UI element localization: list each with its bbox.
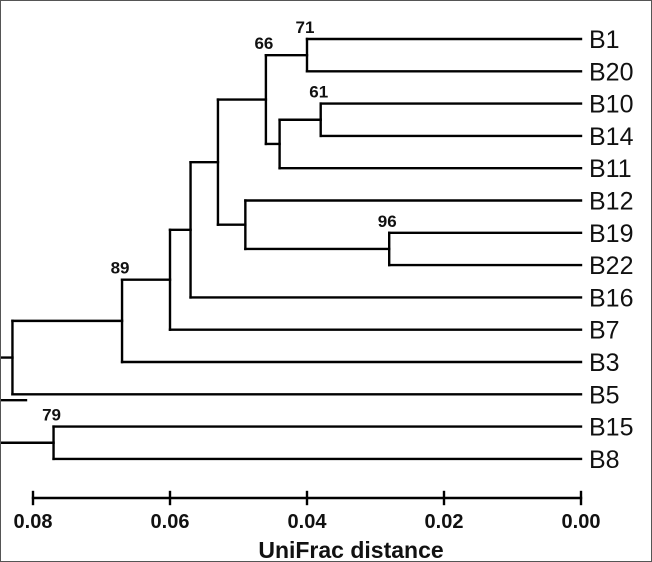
axis-title: UniFrac distance	[258, 537, 443, 561]
bootstrap-labels: 71 61 66 96 89 79	[42, 18, 397, 425]
leaf-label-B14: B14	[589, 123, 634, 151]
tick-label: 0.08	[14, 511, 53, 533]
leaf-label-B22: B22	[589, 252, 633, 280]
tick-label: 0.06	[151, 511, 190, 533]
tick-label: 0.04	[288, 511, 328, 533]
leaf-label-B3: B3	[589, 349, 620, 377]
bootstrap-value-n61: 61	[309, 83, 328, 102]
leaf-label-B11: B11	[589, 155, 632, 183]
leaf-label-B8: B8	[589, 446, 620, 474]
leaf-label-B7: B7	[589, 317, 620, 345]
leaf-label-B15: B15	[589, 414, 633, 442]
leaf-labels: B1 B20 B10 B14 B11 B12 B19 B22 B16 B7 B3 B5 B15 B8	[589, 26, 634, 474]
leaf-label-B16: B16	[589, 284, 633, 312]
tree-branches	[1, 37, 583, 461]
tick-label: 0.00	[562, 511, 601, 533]
leaf-label-B12: B12	[589, 188, 633, 216]
leaf-label-B20: B20	[589, 58, 633, 86]
leaf-label-B19: B19	[589, 220, 633, 248]
distance-axis: 0.08 0.06 0.04 0.02 0.00	[14, 490, 601, 533]
bootstrap-value-n71: 71	[296, 18, 315, 37]
leaf-label-B5: B5	[589, 381, 620, 409]
bootstrap-value-n79: 79	[42, 406, 61, 425]
bootstrap-value-n89: 89	[111, 259, 130, 278]
leaf-label-B10: B10	[589, 91, 633, 119]
bootstrap-value-n66: 66	[254, 34, 273, 53]
bootstrap-value-n96: 96	[378, 212, 397, 231]
leaf-label-B1: B1	[589, 26, 620, 54]
tick-label: 0.02	[425, 511, 464, 533]
